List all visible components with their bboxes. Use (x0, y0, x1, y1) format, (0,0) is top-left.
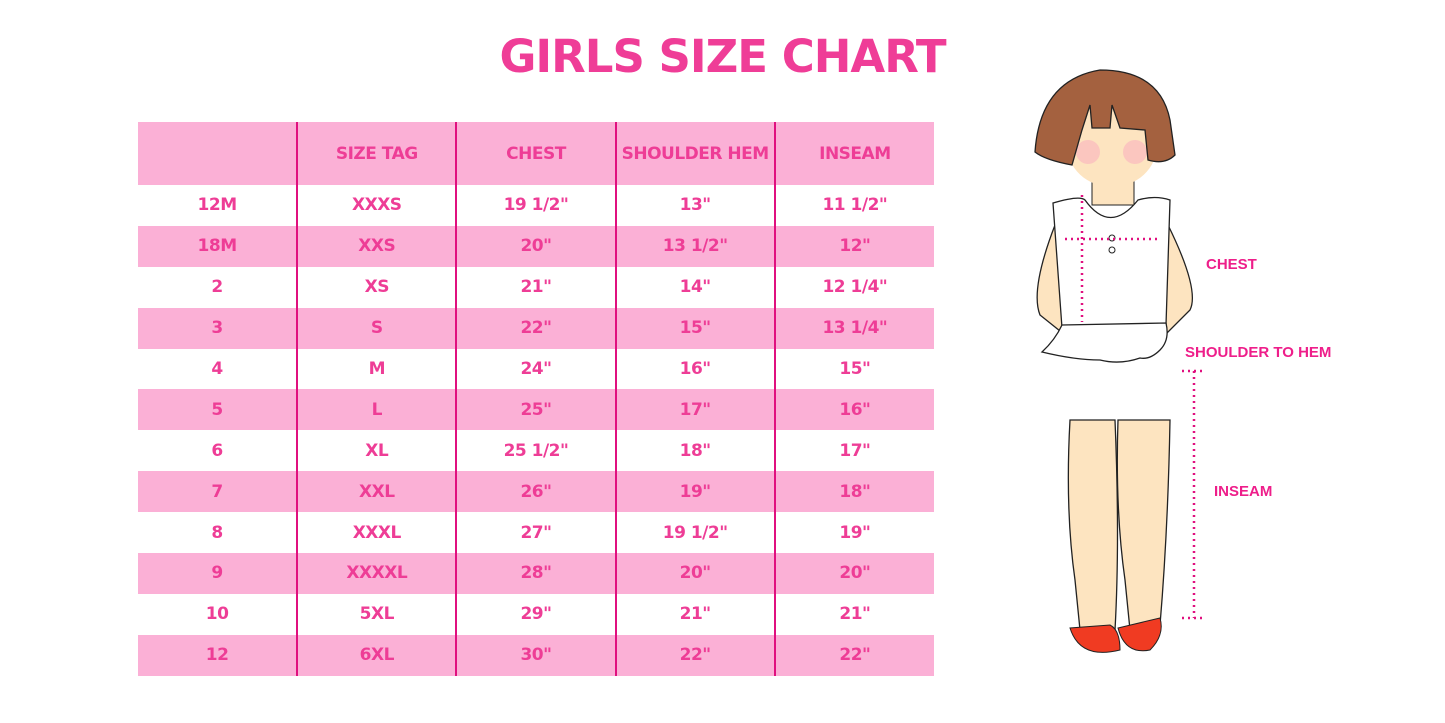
table-cell: 2 (211, 277, 223, 298)
table-row: 3 S 22" 15" 13 1/4" (138, 307, 934, 349)
table-cell: 22" (614, 634, 775, 676)
column-header: SHOULDER HEM (614, 122, 775, 185)
table-cell: 5XL (296, 593, 457, 635)
table-row: 12M XXXS 19 1/2" 13" 11 1/2" (138, 185, 934, 226)
table-cell: 16" (773, 389, 934, 431)
table-cell: 13 1/2" (614, 225, 775, 267)
table-row: 9 XXXXL 28" 20" 20" (138, 553, 934, 594)
table-row: 4 M 24" 16" 15" (138, 348, 934, 390)
table-cell: 21" (455, 266, 616, 308)
table-cell: XXXS (296, 185, 457, 226)
shoulder-to-hem-label: SHOULDER TO HEM (1185, 344, 1332, 361)
page-title: GIRLS SIZE CHART (499, 30, 946, 83)
table-cell: 20" (455, 225, 616, 267)
table-cell: 26" (455, 471, 616, 513)
inseam-label: INSEAM (1214, 483, 1273, 500)
table-cell: 29" (455, 593, 616, 635)
table-cell: 19" (614, 471, 775, 513)
table-row: 2 XS 21" 14" 12 1/4" (138, 266, 934, 308)
table-cell: 9 (138, 553, 298, 594)
table-cell: 18" (614, 430, 775, 472)
table-cell: 18" (773, 471, 934, 513)
table-cell: 8 (211, 522, 223, 543)
table-cell: 7 (138, 471, 298, 513)
table-cell: 4 (211, 359, 223, 379)
table-cell: 22" (773, 634, 934, 676)
table-header-row: SIZE TAG CHEST SHOULDER HEM INSEAM (138, 122, 934, 185)
table-cell: 12" (773, 225, 934, 267)
table-cell: S (296, 307, 457, 349)
column-header: CHEST (455, 122, 616, 185)
table-row: 10 5XL 29" 21" 21" (138, 593, 934, 635)
table-row: 8 XXXL 27" 19 1/2" 19" (138, 512, 934, 554)
table-cell: XL (296, 430, 457, 472)
table-row: 12 6XL 30" 22" 22" (138, 634, 934, 676)
table-cell: L (296, 389, 457, 431)
column-header (138, 122, 298, 185)
table-cell: 15" (614, 307, 775, 349)
table-cell: 6 (211, 440, 223, 461)
table-row: 7 XXL 26" 19" 18" (138, 471, 934, 513)
table-cell: 15" (773, 348, 934, 390)
table-cell: XXXXL (296, 553, 457, 594)
table-cell: XS (296, 266, 457, 308)
table-cell: 13 1/4" (773, 307, 934, 349)
table-cell: 18M (138, 225, 298, 267)
table-cell: 17" (773, 430, 934, 472)
table-cell: 24" (455, 348, 616, 390)
table-cell: 5 (138, 389, 298, 431)
table-cell: 11 1/2" (773, 185, 934, 226)
table-cell: 20" (614, 553, 775, 594)
table-cell: 3 (138, 307, 298, 349)
table-cell: 27" (455, 512, 616, 554)
table-cell: XXXL (296, 512, 457, 554)
table-cell: 19 1/2" (614, 512, 775, 554)
column-header: SIZE TAG (296, 122, 457, 185)
table-cell: M (296, 348, 457, 390)
table-cell: 22" (455, 307, 616, 349)
table-cell: 17" (614, 389, 775, 431)
table-cell: 12 1/4" (773, 266, 934, 308)
table-row: 18M XXS 20" 13 1/2" 12" (138, 225, 934, 267)
table-cell: 30" (455, 634, 616, 676)
table-cell: 25" (455, 389, 616, 431)
table-cell: 16" (614, 348, 775, 390)
table-cell: 12M (197, 195, 238, 216)
table-cell: 21" (614, 593, 775, 635)
table-cell: 25 1/2" (455, 430, 616, 472)
table-cell: 12 (138, 634, 298, 676)
table-cell: 21" (773, 593, 934, 635)
column-header: INSEAM (773, 122, 934, 185)
table-cell: 19 1/2" (455, 185, 616, 226)
table-cell: 10 (205, 604, 229, 625)
table-row: 6 XL 25 1/2" 18" 17" (138, 430, 934, 472)
table-cell: XXS (296, 225, 457, 267)
table-cell: 13" (614, 185, 775, 226)
table-cell: XXL (296, 471, 457, 513)
size-chart-table: SIZE TAG CHEST SHOULDER HEM INSEAM 12M XXXS 1… (138, 122, 934, 676)
table-cell: 20" (773, 553, 934, 594)
table-cell: 14" (614, 266, 775, 308)
table-cell: 19" (773, 512, 934, 554)
table-cell: 28" (455, 553, 616, 594)
girl-measurement-illustration (1020, 60, 1380, 664)
table-cell: 6XL (296, 634, 457, 676)
chest-label: CHEST (1206, 256, 1257, 273)
table-row: 5 L 25" 17" 16" (138, 389, 934, 431)
